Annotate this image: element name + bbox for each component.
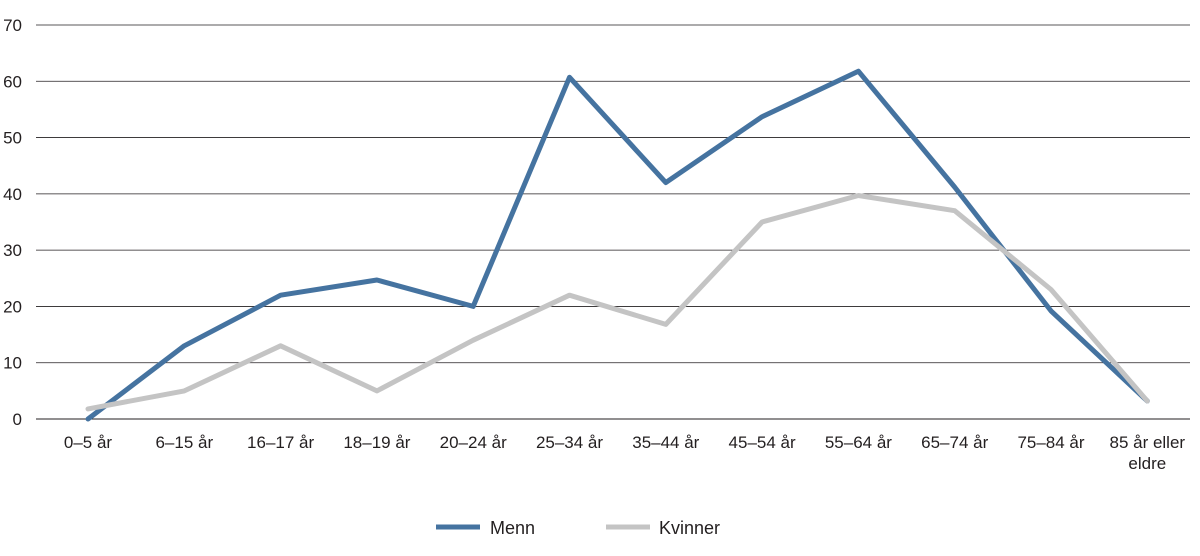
- x-tick-label: 20–24 år: [440, 433, 507, 452]
- legend: Menn Kvinner: [436, 518, 720, 538]
- series-line-kvinner: [85, 193, 1150, 412]
- x-tick-label: 45–54 år: [729, 433, 796, 452]
- x-axis-tick-labels: 0–5 år 6–15 år 16–17 år 18–19 år 20–24 år 25–…: [64, 433, 1186, 473]
- y-tick-label: 30: [3, 241, 22, 260]
- legend-label-menn: Menn: [490, 518, 535, 538]
- y-tick-label: 70: [3, 16, 22, 35]
- x-tick-label: 16–17 år: [247, 433, 314, 452]
- x-tick-label: 65–74 år: [921, 433, 988, 452]
- y-tick-label: 60: [3, 72, 22, 91]
- x-tick-label: 35–44 år: [632, 433, 699, 452]
- y-tick-label: 50: [3, 129, 22, 148]
- y-tick-label: 40: [3, 185, 22, 204]
- y-axis-tick-labels: 0 10 20 30 40 50 60 70: [3, 16, 22, 429]
- legend-label-kvinner: Kvinner: [659, 518, 720, 538]
- x-tick-label: 85 år eller eldre: [1109, 433, 1185, 473]
- x-tick-label: 6–15 år: [155, 433, 213, 452]
- grid-lines: [36, 24, 1190, 420]
- y-tick-label: 0: [13, 410, 22, 429]
- x-tick-label: 25–34 år: [536, 433, 603, 452]
- y-tick-label: 10: [3, 354, 22, 373]
- x-tick-label: 75–84 år: [1017, 433, 1084, 452]
- x-tick-label: 18–19 år: [343, 433, 410, 452]
- series-lines: [85, 68, 1150, 422]
- y-tick-label: 20: [3, 297, 22, 316]
- x-tick-label: 55–64 år: [825, 433, 892, 452]
- x-tick-label: 0–5 år: [64, 433, 113, 452]
- series-line-menn: [85, 68, 1150, 422]
